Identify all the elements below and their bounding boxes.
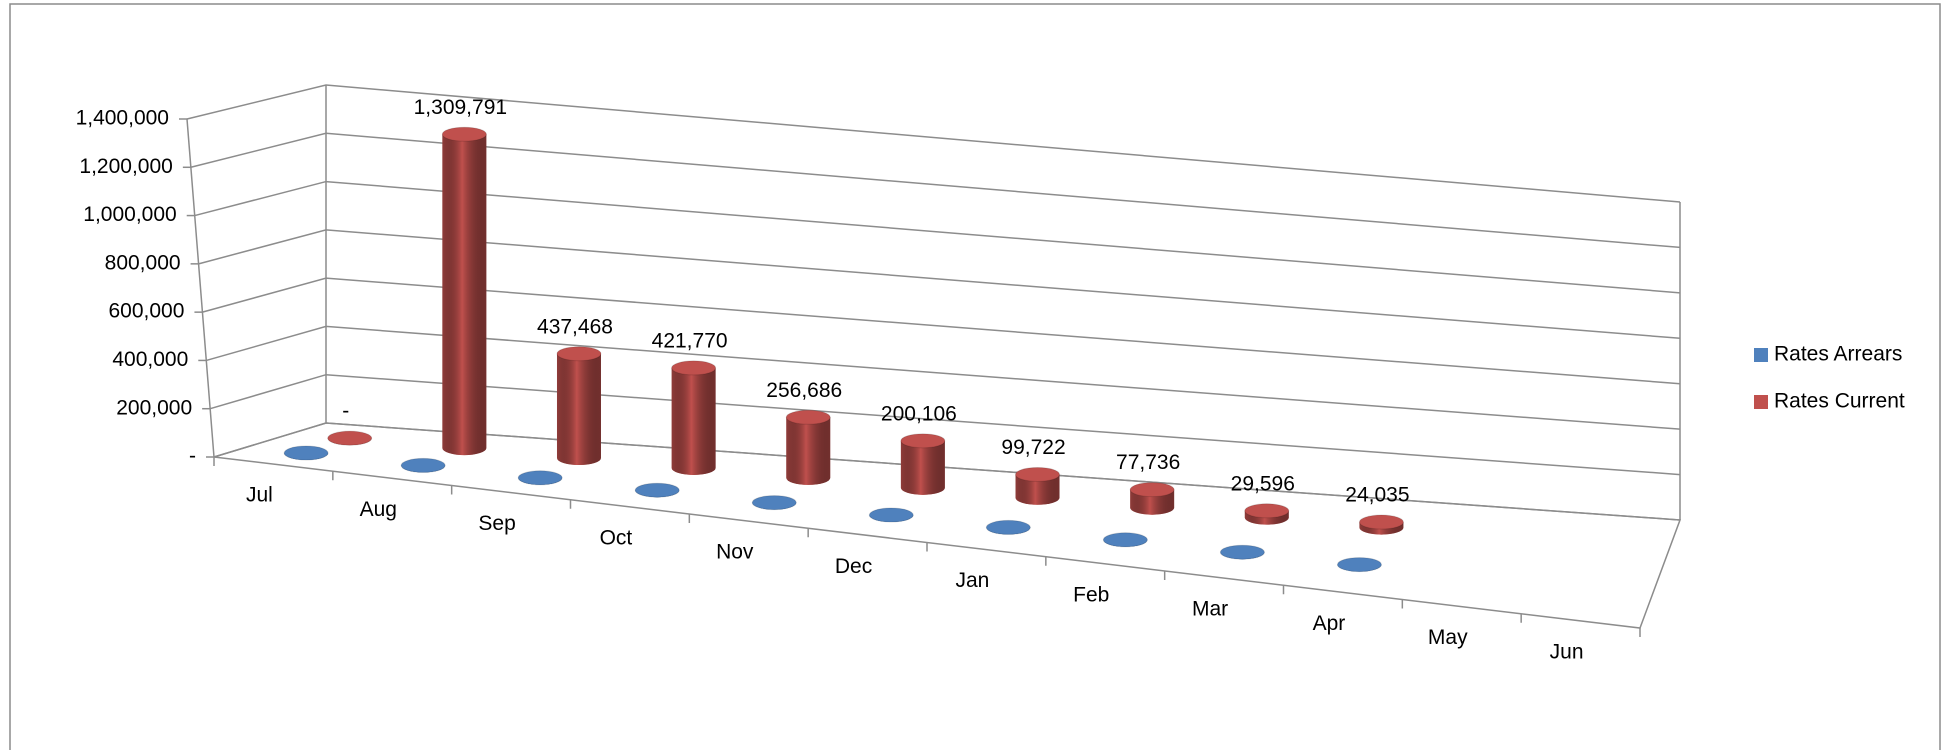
y-tick-label: -	[189, 445, 196, 468]
data-label: 77,736	[1116, 451, 1180, 474]
x-tick-label: Sep	[478, 512, 515, 535]
cylinder	[517, 470, 563, 486]
cylinder	[556, 346, 602, 466]
x-tick-label: Jun	[1550, 640, 1584, 663]
cylinder	[1358, 514, 1404, 535]
cylinder-top	[556, 346, 602, 362]
cylinder	[283, 445, 329, 461]
data-label: 24,035	[1345, 484, 1409, 507]
legend-swatch	[1754, 395, 1768, 409]
cylinder-shade	[1015, 474, 1060, 505]
cylinder-shade	[671, 367, 716, 475]
cylinder-shade	[442, 134, 487, 456]
x-tick-label: Apr	[1313, 612, 1346, 635]
x-tick-label: Jan	[955, 569, 989, 592]
cylinder-top	[400, 457, 446, 473]
y-axis	[186, 118, 215, 458]
x-tick-label: May	[1428, 626, 1468, 649]
cylinder	[441, 126, 487, 456]
data-label: -	[342, 400, 349, 423]
cylinder	[1015, 466, 1061, 505]
cylinder-top	[1102, 532, 1148, 548]
cylinder-top	[327, 430, 373, 446]
cylinder-top	[283, 445, 329, 461]
x-tick-label: Aug	[360, 498, 397, 521]
y-tick-label: 1,400,000	[76, 107, 169, 130]
cylinder-top	[1336, 557, 1382, 573]
data-label: 200,106	[881, 402, 957, 425]
grid-line	[190, 132, 1681, 249]
grid-line	[206, 325, 1681, 430]
y-tick-label: 800,000	[105, 251, 181, 274]
x-tick-label: Feb	[1073, 583, 1109, 606]
cylinder-top	[985, 519, 1031, 535]
cylinder	[785, 409, 831, 485]
cylinder-shade	[900, 440, 945, 495]
legend-label: Rates Arrears	[1774, 343, 1902, 366]
cylinder-top	[634, 482, 680, 498]
data-label: 29,596	[1231, 472, 1295, 495]
y-tick-label: 1,200,000	[79, 155, 172, 178]
cylinder-shade	[786, 417, 831, 485]
cylinder	[1102, 532, 1148, 548]
x-tick-label: Nov	[716, 541, 754, 564]
cylinder-top	[517, 470, 563, 486]
cylinder-top	[900, 433, 946, 449]
cylinder	[671, 360, 717, 475]
cylinder	[1244, 503, 1290, 525]
grid-line	[213, 422, 1681, 521]
y-tick-label: 200,000	[116, 396, 192, 419]
grid-line	[186, 84, 1681, 203]
legend-label: Rates Current	[1774, 390, 1905, 413]
grid-line	[209, 373, 1681, 476]
cylinder	[751, 495, 797, 511]
cylinder	[868, 507, 914, 523]
cylinder	[1336, 557, 1382, 573]
data-label: 1,309,791	[414, 96, 507, 119]
cylinder	[400, 457, 446, 473]
cylinder	[985, 519, 1031, 535]
x-tick-label: Jul	[246, 484, 273, 507]
cylinder-top	[1015, 466, 1061, 482]
cylinder	[1129, 482, 1175, 515]
y-tick-label: 1,000,000	[83, 203, 176, 226]
cylinder-top	[1244, 503, 1290, 519]
data-label: 437,468	[537, 315, 613, 338]
cylinder-top	[1129, 482, 1175, 498]
x-tick-label: Oct	[600, 526, 633, 549]
cylinder-top	[868, 507, 914, 523]
y-tick-label: 600,000	[109, 300, 185, 323]
grid-line	[198, 229, 1681, 340]
data-label: 421,770	[652, 329, 728, 352]
cylinder	[327, 430, 373, 446]
x-tick-label: Dec	[835, 555, 872, 578]
data-label: 99,722	[1001, 436, 1065, 459]
data-label: 256,686	[766, 379, 842, 402]
cylinder-top	[441, 126, 487, 142]
grid-line	[194, 180, 1681, 294]
cylinder-shade	[556, 353, 601, 466]
x-tick-label: Mar	[1192, 598, 1228, 621]
cylinder	[900, 433, 946, 495]
y-tick-label: 400,000	[112, 348, 188, 371]
cylinder-top	[751, 495, 797, 511]
grid-line	[202, 277, 1681, 385]
cylinder	[634, 482, 680, 498]
cylinder-top	[671, 360, 717, 376]
cylinder-shade	[1130, 489, 1175, 515]
cylinder-top	[785, 409, 831, 425]
chart-border	[9, 3, 1941, 750]
cylinder-top	[1358, 514, 1404, 530]
cylinder-top	[1219, 544, 1265, 560]
cylinder	[1219, 544, 1265, 560]
legend-swatch	[1754, 348, 1768, 362]
